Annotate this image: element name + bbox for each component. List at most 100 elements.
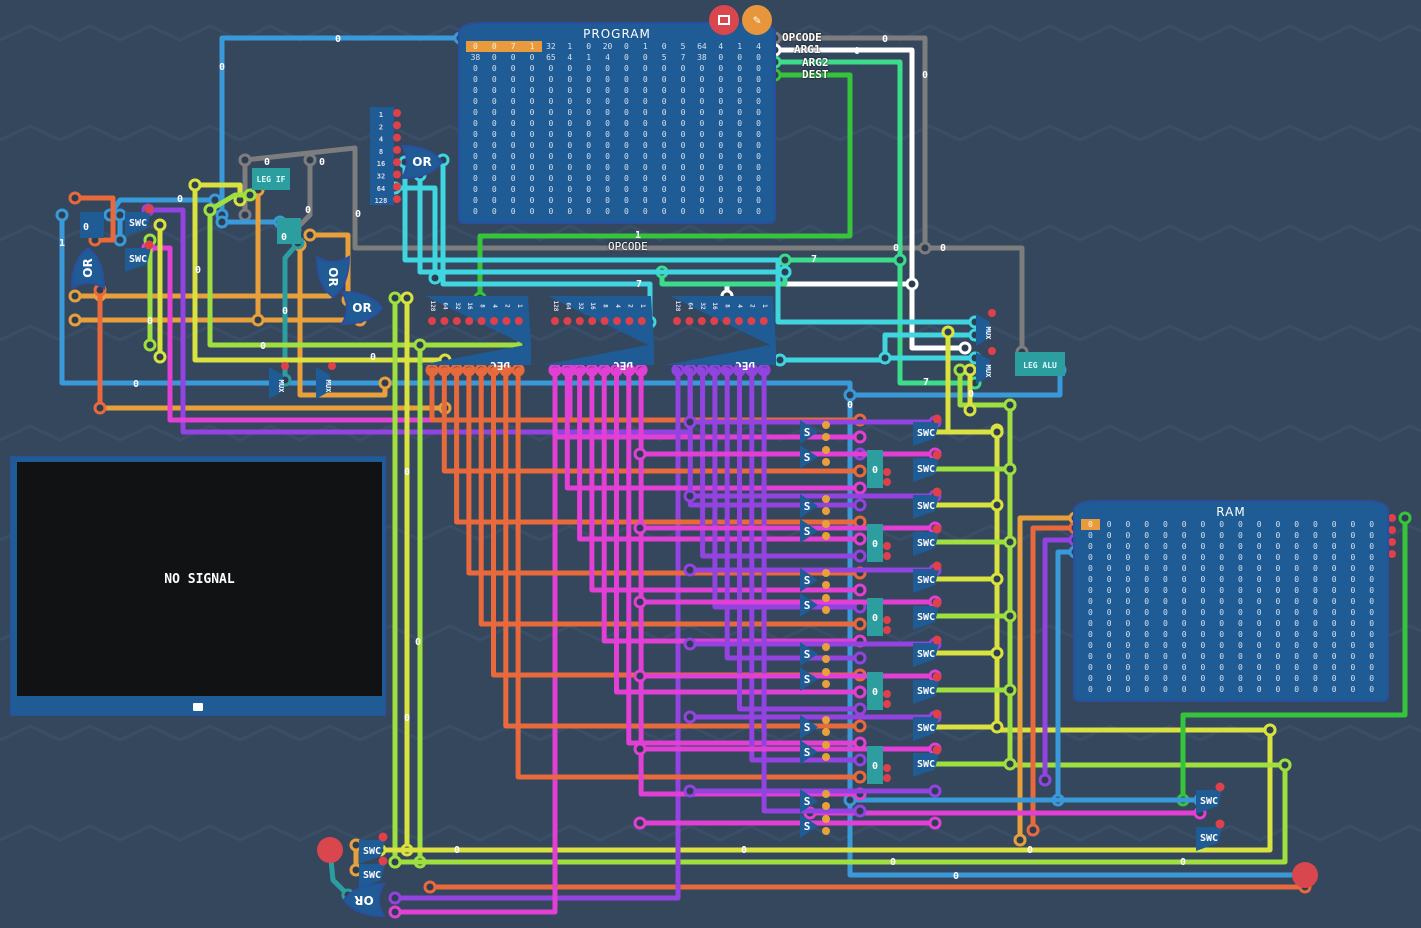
ram-cell[interactable]: 0 (1312, 630, 1318, 639)
mux[interactable] (976, 352, 990, 384)
pin[interactable] (613, 317, 621, 325)
ram-cell[interactable]: 0 (1294, 641, 1300, 650)
pin[interactable] (637, 317, 646, 325)
pin[interactable] (440, 317, 449, 325)
pin[interactable] (822, 790, 830, 798)
pin[interactable] (822, 668, 830, 676)
program-cell[interactable]: 20 (602, 42, 613, 51)
program-cell[interactable]: 0 (510, 97, 516, 106)
mux[interactable] (316, 367, 330, 399)
program-cell[interactable]: 0 (510, 163, 516, 172)
pin[interactable] (551, 367, 559, 375)
program-cell[interactable]: 0 (510, 130, 516, 139)
program-cell[interactable]: 0 (567, 141, 573, 150)
pin[interactable] (1388, 550, 1396, 558)
wire-node[interactable] (928, 816, 942, 830)
program-memory[interactable]: PROGRAM 0 0 7 1 32 1 0 20 0 1 0 5 64 4 1 4 38 0 0 0 65 4 1 4 0 0 5… (458, 22, 776, 224)
wire-node[interactable] (853, 770, 867, 784)
ram-cell[interactable]: 0 (1237, 553, 1243, 562)
wire-node[interactable] (1038, 773, 1052, 787)
pin[interactable] (490, 367, 498, 375)
program-cell[interactable]: 0 (567, 64, 573, 73)
program-cell[interactable]: 4 (718, 42, 724, 51)
program-cell[interactable]: 0 (756, 174, 761, 183)
program-cell[interactable]: 0 (529, 207, 535, 216)
wire-node[interactable] (853, 583, 867, 597)
program-cell[interactable]: 0 (510, 86, 516, 95)
ram-cell[interactable]: 0 (1256, 641, 1262, 650)
ram-cell[interactable]: 0 (1106, 520, 1112, 529)
wire-node[interactable] (1263, 723, 1277, 737)
wire-node[interactable] (1013, 833, 1027, 847)
program-cell[interactable]: 0 (586, 42, 592, 51)
program-cell[interactable]: 0 (567, 185, 573, 194)
pin[interactable] (393, 170, 401, 179)
program-cell[interactable]: 0 (737, 53, 743, 62)
pin[interactable] (735, 317, 743, 325)
program-cell[interactable]: 0 (510, 196, 516, 205)
ram-cell[interactable]: 0 (1219, 553, 1225, 562)
or-gate[interactable]: OR (400, 144, 444, 180)
ram-cell[interactable]: 0 (1087, 652, 1093, 661)
pin[interactable] (328, 362, 336, 370)
ram-cell[interactable]: 0 (1106, 663, 1112, 672)
ram-cell[interactable]: 0 (1369, 520, 1375, 529)
program-cell[interactable]: 0 (567, 75, 573, 84)
program-cell[interactable]: 0 (699, 185, 705, 194)
ram-cell[interactable]: 0 (1144, 542, 1150, 551)
program-cell[interactable]: 0 (699, 196, 705, 205)
wire-node[interactable] (853, 651, 867, 665)
wire-node[interactable] (251, 313, 265, 327)
ram-cell[interactable]: 0 (1350, 685, 1356, 694)
ram-cell[interactable]: 0 (1350, 586, 1356, 595)
pin[interactable] (822, 741, 830, 749)
ram-cell[interactable]: 0 (1144, 564, 1150, 573)
program-cell[interactable]: 0 (605, 130, 610, 139)
ram-cell[interactable]: 0 (1125, 619, 1131, 628)
program-cell[interactable]: 0 (661, 119, 667, 128)
program-cell[interactable]: 0 (548, 163, 554, 172)
pin[interactable] (822, 606, 830, 614)
wire-node[interactable] (113, 208, 127, 222)
pin[interactable] (759, 367, 768, 375)
ram-cell[interactable]: 0 (1087, 641, 1093, 650)
pin[interactable] (822, 753, 830, 761)
program-cell[interactable]: 0 (642, 75, 648, 84)
program-cell[interactable]: 0 (529, 152, 535, 161)
program-cell[interactable]: 1 (586, 53, 592, 62)
wire-node[interactable] (388, 291, 402, 305)
program-cell[interactable]: 0 (756, 163, 761, 172)
ram-cell[interactable]: 0 (1144, 619, 1150, 628)
program-cell[interactable]: 0 (586, 108, 592, 117)
lime-wire[interactable] (957, 370, 1010, 408)
ram-cell[interactable]: 0 (1237, 564, 1243, 573)
program-cell[interactable]: 0 (680, 174, 686, 183)
ram-cell[interactable]: 0 (1162, 564, 1168, 573)
pin[interactable] (722, 367, 731, 375)
program-cell[interactable]: 0 (473, 207, 478, 216)
ram-cell[interactable]: 0 (1181, 619, 1187, 628)
ram-cell[interactable]: 0 (1219, 630, 1225, 639)
switch-component[interactable] (913, 717, 939, 741)
program-cell[interactable]: 0 (699, 75, 705, 84)
ram-cell[interactable]: 0 (1331, 641, 1337, 650)
ram-cell[interactable]: 0 (1106, 630, 1112, 639)
pin[interactable] (563, 317, 572, 325)
program-cell[interactable]: 0 (529, 141, 535, 150)
ram-cell[interactable]: 0 (1369, 641, 1375, 650)
wire-node[interactable] (1003, 462, 1017, 476)
program-cell[interactable]: 0 (624, 108, 629, 117)
ram-cell[interactable]: 0 (1350, 531, 1356, 540)
ram-cell[interactable]: 0 (1350, 641, 1356, 650)
ram-cell[interactable]: 0 (1331, 619, 1337, 628)
ram-cell[interactable]: 0 (1087, 586, 1093, 595)
program-cell[interactable]: 0 (548, 196, 554, 205)
ram-cell[interactable]: 0 (1181, 674, 1187, 683)
program-cell[interactable]: 0 (548, 141, 554, 150)
control-pin[interactable] (932, 745, 942, 755)
ram-cell[interactable]: 0 (1237, 608, 1243, 617)
program-cell[interactable]: 0 (491, 196, 497, 205)
pin[interactable] (697, 317, 706, 325)
pin[interactable] (551, 317, 559, 325)
program-cell[interactable]: 0 (642, 163, 648, 172)
